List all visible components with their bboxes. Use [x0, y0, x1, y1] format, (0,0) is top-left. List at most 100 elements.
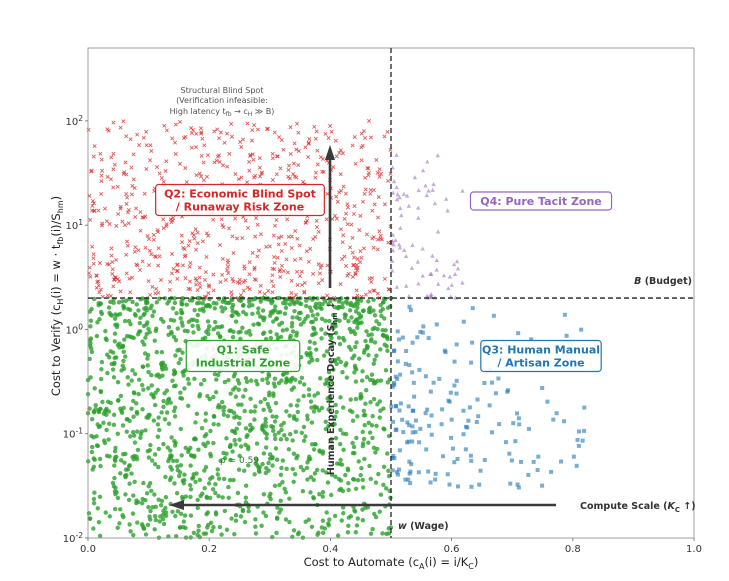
point-q2-336	[302, 290, 307, 295]
point-q1-1074	[88, 324, 93, 329]
point-q2-321	[205, 153, 210, 158]
point-q1-1465	[324, 470, 329, 475]
point-q2-521	[170, 218, 175, 223]
point-q3-69	[536, 454, 541, 459]
point-q2-559	[149, 149, 154, 154]
point-q1-1077	[294, 456, 299, 461]
point-q1-1455	[117, 345, 122, 350]
point-q1-1071	[162, 391, 167, 396]
point-q1-182	[323, 318, 328, 324]
point-q1-121	[266, 460, 271, 466]
point-q3-7	[517, 422, 522, 427]
x-axis-label: Cost to Automate (cA(i) = i/KC)	[304, 555, 479, 571]
point-q2-115	[272, 254, 277, 260]
point-q1-1095	[278, 507, 284, 512]
point-q1-1367	[175, 509, 181, 514]
point-q1-1351	[142, 311, 147, 316]
point-q1-1197	[179, 396, 185, 401]
point-q1-1409	[280, 300, 286, 306]
point-q3-151	[511, 421, 516, 426]
point-q2-595	[231, 279, 236, 284]
point-q1-875	[91, 409, 97, 414]
point-q1-1208	[336, 476, 342, 482]
point-q2-212	[207, 284, 212, 289]
point-q2-366	[271, 283, 276, 289]
point-q2-294	[212, 129, 217, 134]
point-q1-312	[248, 378, 254, 383]
point-q1-1441	[279, 465, 284, 471]
point-q1-888	[360, 369, 365, 374]
point-q2-106	[226, 271, 231, 276]
point-q3-20	[516, 331, 521, 336]
point-q2-7	[125, 210, 131, 215]
point-q1-1301	[155, 434, 161, 439]
point-q1-918	[188, 494, 193, 500]
point-q1-1029	[197, 307, 203, 312]
point-q1-654	[127, 481, 132, 486]
point-q1-1430	[289, 324, 295, 329]
point-q1-1241	[171, 334, 177, 340]
point-q1-1326	[168, 453, 173, 458]
point-q1-1164	[316, 408, 322, 413]
point-q1-1335	[290, 329, 296, 334]
point-q1-382	[231, 477, 236, 483]
point-q3-114	[408, 308, 413, 313]
point-q1-867	[188, 463, 193, 468]
point-q1-982	[313, 442, 318, 447]
point-q2-41	[92, 144, 97, 149]
point-q1-665	[126, 382, 131, 387]
point-q1-1365	[272, 308, 278, 313]
point-q1-492	[167, 477, 173, 483]
point-q1-184	[374, 423, 379, 429]
point-q1-500	[216, 422, 221, 427]
point-q1-940	[353, 486, 359, 491]
zone-box-q3	[480, 339, 602, 373]
point-q1-228	[212, 372, 218, 377]
point-q4-2	[398, 206, 403, 211]
point-q1-1063	[171, 408, 177, 414]
point-q2-13	[319, 263, 324, 268]
point-q1-1100	[322, 526, 328, 531]
point-q1-1473	[291, 414, 297, 419]
point-q1-441	[314, 347, 319, 352]
point-q2-568	[89, 169, 94, 174]
point-q3-62	[410, 430, 415, 435]
point-q1-1189	[374, 353, 379, 358]
point-q1-1442	[334, 317, 339, 323]
point-q2-315	[245, 180, 250, 185]
point-q2-250	[351, 211, 356, 216]
point-q1-458	[309, 442, 315, 447]
point-q1-127	[173, 353, 178, 358]
point-q1-1342	[230, 305, 235, 310]
point-q1-571	[324, 349, 330, 354]
point-q1-1089	[110, 367, 116, 372]
point-q1-1494	[256, 322, 262, 327]
point-q2-571	[257, 165, 262, 170]
point-q2-38	[154, 286, 159, 291]
point-q1-434	[152, 527, 157, 532]
point-q1-787	[172, 443, 178, 448]
point-q2-542	[316, 281, 321, 286]
point-q1-1457	[267, 494, 272, 499]
point-q1-887	[115, 398, 121, 403]
point-q3-50	[407, 363, 412, 368]
point-q1-1398	[206, 331, 211, 337]
point-q1-384	[166, 534, 171, 539]
point-q1-291	[166, 421, 172, 426]
point-q1-1290	[256, 306, 261, 311]
point-q1-105	[308, 490, 313, 495]
point-q1-683	[270, 534, 275, 540]
point-q2-368	[281, 147, 286, 152]
point-q2-225	[340, 151, 345, 156]
point-q1-1088	[280, 479, 285, 485]
point-q1-1302	[219, 532, 224, 537]
point-q1-895	[157, 519, 162, 524]
point-q1-799	[229, 516, 234, 521]
point-q3-179	[482, 380, 487, 385]
point-q3-63	[579, 327, 584, 332]
point-q2-122	[114, 223, 119, 228]
point-q1-1101	[287, 302, 293, 307]
point-q2-193	[175, 262, 180, 267]
point-q1-345	[122, 460, 127, 465]
point-q1-1410	[304, 298, 309, 303]
